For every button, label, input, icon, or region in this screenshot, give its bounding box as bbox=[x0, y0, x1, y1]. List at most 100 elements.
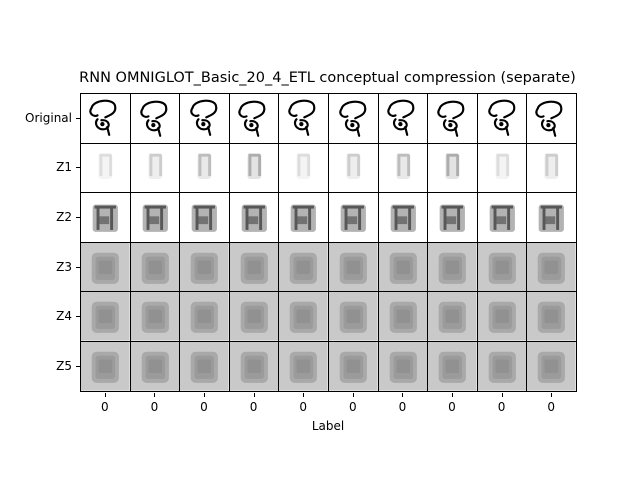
cell-image bbox=[241, 204, 267, 233]
grid-cell-z1-1 bbox=[129, 142, 181, 194]
grid-cell-z2-4 bbox=[278, 192, 329, 243]
x-tick bbox=[501, 393, 503, 397]
cell-image bbox=[495, 153, 509, 179]
grid-cell-z5-1 bbox=[129, 341, 181, 392]
cell-image bbox=[535, 100, 563, 137]
grid-cell-z2-1 bbox=[129, 192, 181, 243]
grid-cell-original-3 bbox=[228, 93, 280, 144]
cell-image bbox=[229, 292, 279, 341]
cell-image bbox=[130, 342, 180, 391]
cell-image bbox=[428, 292, 477, 341]
cell-image bbox=[229, 242, 279, 292]
cell-image bbox=[445, 153, 460, 179]
x-tick-label: 0 bbox=[497, 400, 506, 414]
cell-image bbox=[296, 153, 311, 179]
cell-image bbox=[247, 153, 261, 179]
x-tick bbox=[402, 393, 404, 397]
grid-cell-z3-9 bbox=[526, 241, 577, 293]
grid-cell-z4-9 bbox=[526, 291, 577, 342]
cell-image bbox=[544, 153, 559, 179]
cell-image bbox=[89, 99, 117, 136]
grid-cell-z3-6 bbox=[377, 241, 429, 293]
cell-image bbox=[329, 292, 378, 341]
cell-image bbox=[139, 100, 167, 137]
grid-cell-original-6 bbox=[377, 93, 429, 144]
grid-cell-z1-9 bbox=[526, 142, 577, 194]
grid-cell-original-7 bbox=[427, 93, 478, 144]
grid-cell-z1-3 bbox=[228, 142, 280, 194]
cell-image bbox=[396, 153, 410, 179]
cell-image bbox=[386, 99, 414, 136]
grid-cell-z4-2 bbox=[179, 291, 230, 342]
cell-image bbox=[229, 342, 279, 391]
cell-image bbox=[527, 342, 576, 391]
cell-image bbox=[428, 342, 477, 391]
cell-image bbox=[92, 204, 118, 233]
cell-image bbox=[288, 99, 316, 136]
cell-image bbox=[477, 242, 527, 292]
grid-cell-original-0 bbox=[80, 93, 131, 144]
cell-image bbox=[180, 292, 229, 341]
grid-cell-z2-8 bbox=[476, 192, 528, 243]
y-tick bbox=[76, 316, 80, 318]
grid-cell-z1-0 bbox=[80, 142, 131, 194]
cell-image bbox=[279, 292, 328, 341]
y-tick bbox=[76, 217, 80, 218]
x-tick bbox=[303, 393, 305, 397]
grid-cell-z4-6 bbox=[377, 291, 429, 342]
grid-cell-z3-5 bbox=[328, 241, 379, 293]
grid-cell-z3-1 bbox=[129, 241, 181, 293]
grid-cell-original-5 bbox=[328, 93, 379, 144]
grid-cell-z5-9 bbox=[526, 341, 577, 392]
x-tick-label: 0 bbox=[547, 400, 555, 414]
cell-image bbox=[279, 342, 328, 391]
row-label-z2: Z2 bbox=[56, 210, 72, 224]
x-tick-label: 0 bbox=[448, 400, 456, 414]
cell-image bbox=[339, 100, 367, 137]
cell-image bbox=[346, 153, 361, 179]
x-tick bbox=[352, 393, 354, 397]
grid-cell-z3-8 bbox=[476, 241, 528, 293]
x-tick-label: 0 bbox=[348, 400, 357, 414]
cell-image bbox=[180, 342, 229, 391]
grid-cell-original-1 bbox=[129, 93, 181, 144]
cell-image bbox=[98, 153, 113, 179]
grid-cell-z4-4 bbox=[278, 291, 329, 342]
x-tick-label: 0 bbox=[150, 400, 159, 414]
grid-cell-z5-6 bbox=[377, 341, 429, 392]
grid-cell-z4-7 bbox=[427, 291, 478, 342]
chart-title: RNN OMNIGLOT_Basic_20_4_ETL conceptual c… bbox=[79, 70, 576, 86]
grid-cell-original-2 bbox=[179, 93, 230, 144]
grid-cell-z4-3 bbox=[228, 291, 280, 342]
y-tick bbox=[76, 266, 80, 268]
grid-cell-z3-4 bbox=[278, 241, 329, 293]
cell-image bbox=[428, 242, 477, 292]
cell-image bbox=[291, 204, 317, 233]
x-tick-label: 0 bbox=[398, 400, 407, 414]
grid-cell-z1-8 bbox=[476, 142, 528, 194]
cell-image bbox=[378, 342, 428, 391]
cell-image bbox=[539, 204, 565, 233]
grid-cell-z5-3 bbox=[228, 341, 280, 392]
grid-cell-z2-3 bbox=[228, 192, 280, 243]
image-grid bbox=[80, 93, 577, 392]
grid-cell-original-8 bbox=[476, 93, 528, 144]
grid-cell-z4-0 bbox=[80, 291, 131, 342]
x-tick-label: 0 bbox=[100, 400, 109, 414]
x-tick bbox=[253, 393, 255, 397]
cell-image bbox=[190, 99, 218, 136]
x-axis-label: Label bbox=[311, 419, 345, 433]
grid-cell-z2-7 bbox=[427, 192, 478, 243]
grid-cell-z5-4 bbox=[278, 341, 329, 392]
row-label-z5: Z5 bbox=[56, 358, 72, 373]
cell-image bbox=[81, 292, 130, 341]
grid-cell-z5-7 bbox=[427, 341, 478, 392]
grid-cell-z4-1 bbox=[129, 291, 181, 342]
grid-cell-z2-5 bbox=[328, 192, 379, 243]
x-tick bbox=[204, 393, 205, 397]
x-tick-label: 0 bbox=[299, 400, 307, 414]
grid-cell-z3-0 bbox=[80, 241, 131, 293]
cell-image bbox=[191, 204, 218, 233]
cell-image bbox=[130, 242, 180, 292]
cell-image bbox=[527, 242, 576, 292]
